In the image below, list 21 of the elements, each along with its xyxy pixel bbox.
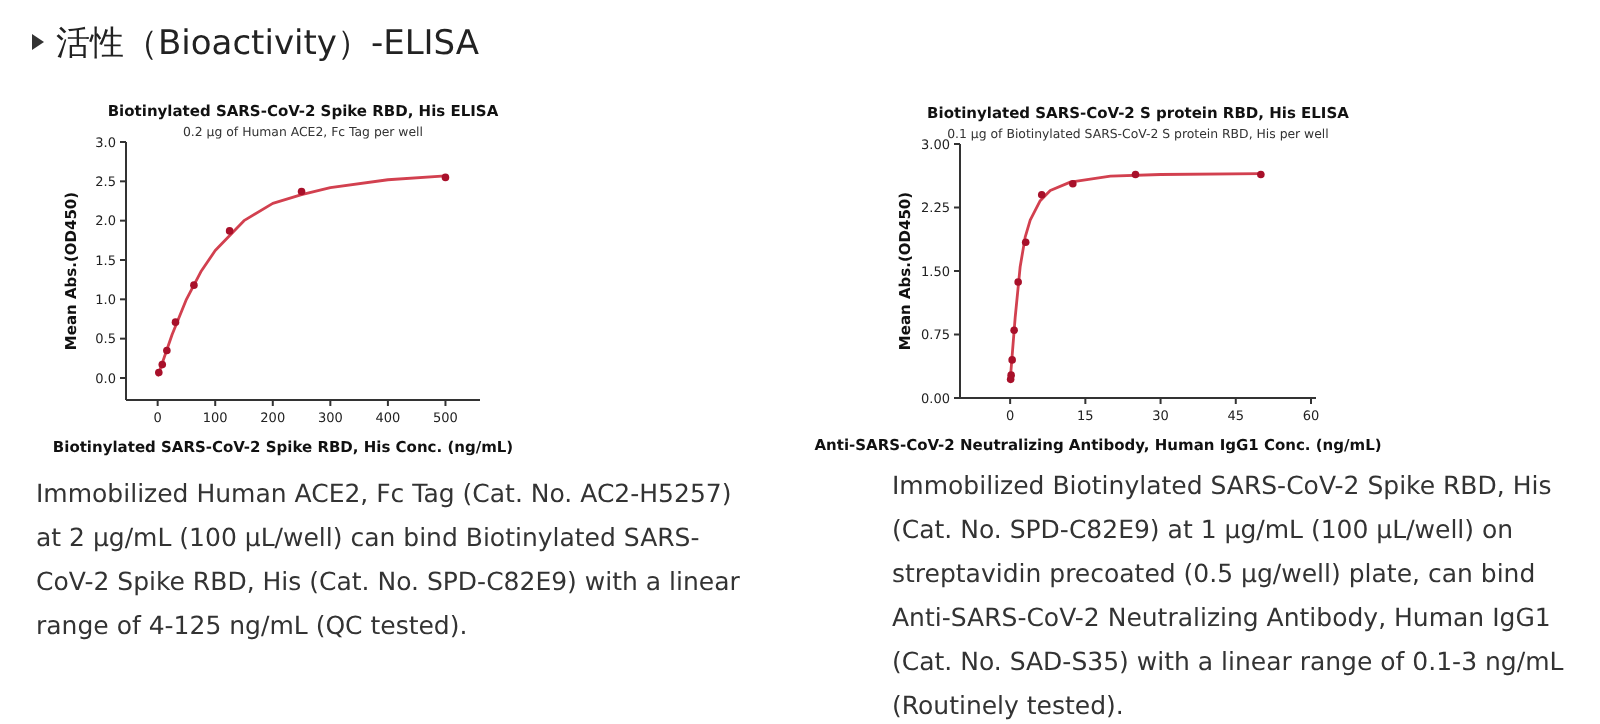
text: Immobilized Human ACE2, Fc Tag (Cat. No. AC2-H5257) at 2 μg/mL (100 μL/well) can bind Biotinylated SARS-CoV-2 Spike RBD, His (Cat. No. SPD-C82E9) with a linear range of 4-125 ng/mL (QC tested). (36, 476, 742, 644)
point (1010, 326, 1018, 335)
point (1069, 179, 1077, 188)
point (155, 368, 163, 377)
point (1008, 356, 1016, 364)
point (225, 227, 234, 235)
line-series (156, 174, 447, 378)
point (158, 360, 167, 369)
point (1131, 170, 1140, 179)
point (190, 281, 198, 289)
text: 活性（Bioactivity）-ELISA (56, 22, 480, 66)
point (297, 187, 306, 196)
point (171, 318, 180, 326)
point (441, 173, 450, 182)
point (1021, 238, 1030, 247)
point (1037, 191, 1046, 199)
point (163, 346, 171, 355)
text: Immobilized Biotinylated SARS-CoV-2 Spike RBD, His (Cat. No. SPD-C82E9) at 1 μg/mL (100 μL/well) on streptavidin precoated (0.5 μg/well) plate, can bind Anti-SARS-CoV-2 Neutralizing Antibody, Human IgG1 (Cat. No. SAD-S35) with a linear range of 0.1-3 ng/mL (Routinely tested). (892, 468, 1566, 724)
point (1014, 278, 1022, 286)
point (1257, 170, 1265, 179)
point (1007, 371, 1015, 379)
